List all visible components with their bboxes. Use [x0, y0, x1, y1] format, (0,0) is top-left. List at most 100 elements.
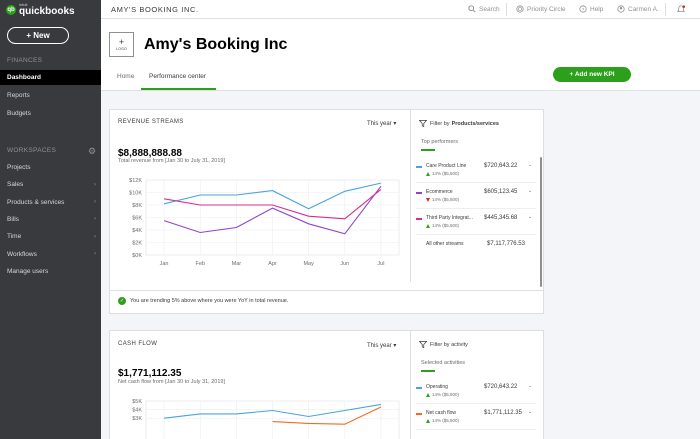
list-item[interactable]: Ecommerce $605,123.45 14% ($5,500) ⌄ [416, 183, 536, 209]
chevron-down-icon[interactable]: ⌄ [528, 162, 533, 168]
series-swatch [416, 387, 422, 389]
sidebar-item-time[interactable]: Time › [0, 229, 101, 244]
chevron-right-icon: › [94, 216, 96, 223]
sidebar-item-label: Manage users [7, 267, 49, 275]
priority-circle-link[interactable]: Priority Circle [516, 5, 566, 13]
sidebar-item-label: Workflows [7, 250, 37, 258]
list-item[interactable]: Operating $720,643.22 14% ($5,500) ⌄ [416, 378, 536, 404]
sidebar-item-projects[interactable]: Projects [0, 160, 101, 175]
performers-scrollbar[interactable] [540, 157, 542, 287]
sidebar-item-label: Dashboard [7, 74, 41, 81]
panel-divider [410, 331, 411, 439]
cash-flow-total: $1,771,112.35 [118, 368, 182, 379]
other-streams-value: $7,117,776.53 [487, 241, 525, 247]
user-menu[interactable]: Carmen A. [617, 5, 659, 13]
chevron-down-icon[interactable]: ⌄ [528, 188, 533, 194]
list-item-value: $1,771,112.35 [484, 410, 522, 416]
revenue-period-select[interactable]: This year ▾ [367, 120, 396, 127]
revenue-filter[interactable]: Filter by Products/services [419, 120, 499, 127]
sidebar-item-reports[interactable]: Reports [0, 88, 101, 103]
chevron-down-icon[interactable]: ⌄ [528, 409, 533, 415]
list-item[interactable]: Net cash flow $1,771,112.35 14% ($5,500) ⌄ [416, 404, 536, 430]
company-name-top: AMY'S BOOKING INC. [111, 5, 199, 14]
list-item-name: Third Party Integrat... [426, 215, 473, 221]
sidebar-item-label: Reports [7, 92, 30, 99]
bell-icon [677, 5, 685, 12]
list-item-value: $720,643.22 [484, 163, 518, 169]
priority-circle-label: Priority Circle [527, 5, 566, 13]
trend-message: ✓ You are trending 5% above where you we… [110, 290, 543, 312]
sidebar-item-label: Sales [7, 181, 24, 189]
selected-activities-label: Selected activities [421, 360, 466, 366]
sidebar-item-bills[interactable]: Bills › [0, 212, 101, 227]
help-link[interactable]: ? Help [579, 5, 603, 13]
list-item[interactable]: Care Product Line $720,643.22 14% ($5,500)… [416, 157, 536, 183]
panel-label-underline [421, 370, 435, 372]
trend-text: You are trending 5% above where you were… [130, 298, 289, 304]
y-tick-label: $2K [132, 241, 142, 247]
notifications-button[interactable] [677, 5, 688, 14]
sidebar-item-manage-users[interactable]: Manage users [0, 264, 101, 279]
filter-value: Products/services [451, 120, 499, 127]
series-line-third-party-integrat [164, 188, 382, 220]
filter-icon [419, 120, 427, 127]
search-link[interactable]: Search [468, 5, 500, 13]
chevron-down-icon[interactable]: ⌄ [528, 214, 533, 220]
list-item-name: Ecommerce [426, 189, 453, 195]
triangle-up-icon [426, 392, 430, 397]
change-text: 14% ($5,500) [432, 223, 460, 228]
quickbooks-logo[interactable]: qb intuit quickbooks [6, 3, 75, 17]
x-tick-label: May [303, 261, 314, 267]
sidebar-item-workflows[interactable]: Workflows › [0, 247, 101, 262]
filter-prefix: Filter by [430, 120, 450, 127]
sidebar-item-sales[interactable]: Sales › [0, 177, 101, 192]
top-divider [665, 3, 666, 16]
chevron-down-icon[interactable]: ⌄ [528, 383, 533, 389]
series-line-operating [164, 403, 381, 419]
tab-performance-center[interactable]: Performance center [149, 73, 207, 80]
top-performers-label: Top performers [421, 139, 458, 145]
revenue-total: $8,888,888.88 [118, 148, 182, 159]
revenue-streams-card: REVENUE STREAMS This year ▾ $8,888,888.8… [109, 109, 544, 314]
activity-filter-label: Filter by activity [430, 341, 468, 348]
series-swatch [416, 218, 422, 220]
activity-filter[interactable]: Filter by activity [419, 341, 468, 348]
list-item-value: $720,643.22 [484, 384, 518, 390]
add-new-kpi-button[interactable]: + Add new KPI [553, 67, 631, 82]
cashflow-period-select[interactable]: This year ▾ [367, 342, 396, 349]
sidebar-item-label: Products & services [7, 198, 65, 206]
sidebar-item-dashboard[interactable]: Dashboard [0, 70, 101, 85]
list-item-name: Net cash flow [426, 410, 457, 416]
new-button[interactable]: + New [7, 27, 69, 44]
series-swatch [416, 413, 422, 415]
tab-home[interactable]: Home [117, 73, 135, 80]
sidebar-item-products-services[interactable]: Products & services › [0, 195, 101, 210]
y-tick-label: $6K [132, 216, 142, 222]
y-tick-label: $8K [132, 203, 142, 209]
y-tick-label: $10K [129, 191, 142, 197]
quickbooks-label: quickbooks [19, 6, 75, 17]
chevron-down-icon: ▾ [393, 343, 397, 349]
add-logo-box[interactable]: + LOGO [109, 32, 134, 57]
series-line-care-product-line [163, 182, 382, 210]
search-label: Search [479, 5, 500, 13]
cash-flow-subtitle: Net cash flow from [Jan 30 to July 31, 2… [118, 379, 226, 385]
y-tick-label: $4K [132, 228, 142, 234]
help-label: Help [590, 5, 604, 13]
gear-icon[interactable]: ⚙ [88, 146, 97, 156]
triangle-up-icon [426, 223, 430, 228]
y-tick-label: $4K [132, 408, 142, 414]
sidebar-item-budgets[interactable]: Budgets [0, 106, 101, 121]
quickbooks-logo-icon: qb [6, 5, 16, 15]
list-item-value: $445,345.68 [484, 215, 518, 221]
change-text: 14% ($5,500) [432, 392, 460, 397]
change-text: 14% ($5,500) [432, 418, 460, 423]
list-item-name: Operating [426, 384, 448, 390]
x-tick-label: Jun [340, 261, 349, 267]
list-item-name: Care Product Line [426, 163, 467, 169]
priority-circle-icon [516, 5, 524, 13]
revenue-period-label: This year [367, 121, 392, 127]
list-item[interactable]: Third Party Integrat... $445,345.68 14% ($… [416, 209, 536, 235]
top-divider [506, 3, 507, 16]
x-tick-label: Mar [232, 261, 242, 267]
